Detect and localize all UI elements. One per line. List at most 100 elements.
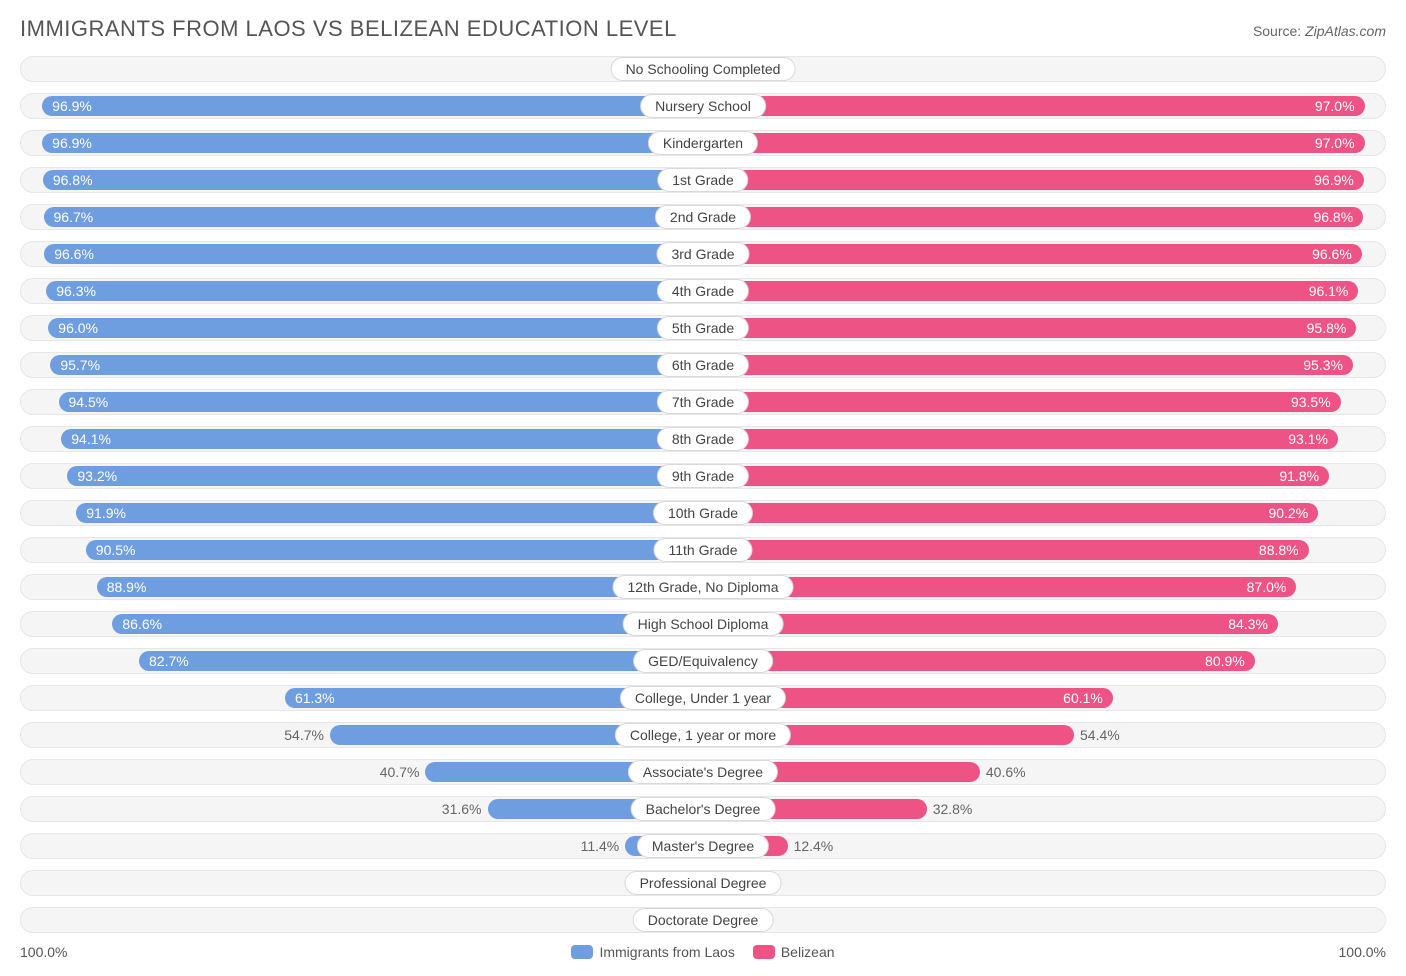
value-left: 96.7% <box>44 209 104 225</box>
bar-row: 96.0% 95.8%5th Grade <box>20 315 1386 341</box>
bar-row: 88.9%87.0%12th Grade, No Diploma <box>20 574 1386 600</box>
bar-left: 82.7% <box>139 651 703 671</box>
value-left: 94.5% <box>59 394 119 410</box>
bar-row: 3.1%3.0%No Schooling Completed <box>20 56 1386 82</box>
axis-left-end: 100.0% <box>20 944 67 960</box>
value-left: 61.3% <box>285 690 345 706</box>
value-left: 88.9% <box>97 579 157 595</box>
category-pill: 5th Grade <box>657 316 749 340</box>
bar-right: 91.8% <box>703 466 1329 486</box>
value-left: 96.9% <box>42 98 102 114</box>
source-name: ZipAtlas.com <box>1305 23 1386 39</box>
bar-left: 96.3% <box>46 281 703 301</box>
bar-row: 1.4%1.4%Doctorate Degree <box>20 907 1386 933</box>
value-right: 96.8% <box>1303 209 1363 225</box>
legend: Immigrants from Laos Belizean <box>571 944 834 960</box>
bar-right: 96.8% <box>703 207 1363 227</box>
value-right: 93.5% <box>1281 394 1341 410</box>
legend-item-left: Immigrants from Laos <box>571 944 734 960</box>
bar-row: 86.6% 84.3% High School Diploma <box>20 611 1386 637</box>
bar-row: 82.7%80.9%GED/Equivalency <box>20 648 1386 674</box>
bar-row: 11.4%12.4%Master's Degree <box>20 833 1386 859</box>
value-left: 96.6% <box>44 246 104 262</box>
bar-row: 96.9%97.0%Nursery School <box>20 93 1386 119</box>
value-left: 11.4% <box>575 838 626 854</box>
value-left: 93.2% <box>67 468 127 484</box>
bar-right: 80.9% <box>703 651 1255 671</box>
bar-row: 95.7% 95.3% 6th Grade <box>20 352 1386 378</box>
value-right: 91.8% <box>1269 468 1329 484</box>
bar-right: 95.3% <box>703 355 1353 375</box>
bar-row: 61.3% 60.1% College, Under 1 year <box>20 685 1386 711</box>
bar-right: 96.1% <box>703 281 1358 301</box>
bar-left: 96.9% <box>42 133 703 153</box>
bar-left: 86.6% <box>112 614 703 634</box>
bar-right: 93.1% <box>703 429 1338 449</box>
category-pill: 3rd Grade <box>656 242 749 266</box>
legend-swatch-right <box>753 945 775 959</box>
bar-left: 96.8% <box>43 170 703 190</box>
bar-left: 94.5% <box>59 392 703 412</box>
bar-row: 31.6%32.8%Bachelor's Degree <box>20 796 1386 822</box>
bar-right: 96.9% <box>703 170 1364 190</box>
bar-row: 96.9%97.0%Kindergarten <box>20 130 1386 156</box>
category-pill: Bachelor's Degree <box>631 797 776 821</box>
value-left: 40.7% <box>374 764 426 780</box>
bar-right: 95.8% <box>703 318 1356 338</box>
category-pill: High School Diploma <box>623 612 784 636</box>
source-label: Source: <box>1253 23 1305 39</box>
bar-right: 90.2% <box>703 503 1318 523</box>
category-pill: 6th Grade <box>657 353 749 377</box>
value-left: 82.7% <box>139 653 199 669</box>
category-pill: 10th Grade <box>653 501 753 525</box>
bar-row: 40.7% 40.6% Associate's Degree <box>20 759 1386 785</box>
chart-header: IMMIGRANTS FROM LAOS VS BELIZEAN EDUCATI… <box>20 16 1386 42</box>
bar-row: 93.2%91.8%9th Grade <box>20 463 1386 489</box>
value-right: 93.1% <box>1278 431 1338 447</box>
bar-right: 93.5% <box>703 392 1341 412</box>
bar-right: 84.3% <box>703 614 1278 634</box>
category-pill: Doctorate Degree <box>633 908 774 932</box>
value-right: 60.1% <box>1053 690 1113 706</box>
value-right: 96.6% <box>1302 246 1362 262</box>
legend-label-right: Belizean <box>781 944 835 960</box>
value-right: 90.2% <box>1258 505 1318 521</box>
category-pill: College, 1 year or more <box>615 723 791 747</box>
value-left: 94.1% <box>61 431 121 447</box>
category-pill: Associate's Degree <box>628 760 778 784</box>
legend-item-right: Belizean <box>753 944 835 960</box>
bar-row: 96.8% 96.9% 1st Grade <box>20 167 1386 193</box>
chart-source: Source: ZipAtlas.com <box>1253 23 1386 39</box>
bar-row: 96.6% 96.6% 3rd Grade <box>20 241 1386 267</box>
value-left: 90.5% <box>86 542 146 558</box>
bar-left: 96.9% <box>42 96 703 116</box>
value-right: 40.6% <box>980 764 1032 780</box>
value-right: 96.9% <box>1304 172 1364 188</box>
bar-row: 94.1% 93.1% 8th Grade <box>20 426 1386 452</box>
value-left: 96.3% <box>46 283 106 299</box>
value-left: 86.6% <box>112 616 172 632</box>
value-right: 87.0% <box>1237 579 1297 595</box>
value-left: 31.6% <box>436 801 488 817</box>
value-left: 96.0% <box>48 320 108 336</box>
category-pill: 7th Grade <box>657 390 749 414</box>
bar-left: 91.9% <box>76 503 703 523</box>
category-pill: 2nd Grade <box>655 205 751 229</box>
axis-right-end: 100.0% <box>1339 944 1386 960</box>
bar-row: 54.7%54.4%College, 1 year or more <box>20 722 1386 748</box>
bar-row: 90.5%88.8%11th Grade <box>20 537 1386 563</box>
category-pill: College, Under 1 year <box>620 686 786 710</box>
bar-left: 90.5% <box>86 540 703 560</box>
bar-row: 94.5% 93.5% 7th Grade <box>20 389 1386 415</box>
category-pill: 8th Grade <box>657 427 749 451</box>
value-left: 95.7% <box>50 357 110 373</box>
category-pill: No Schooling Completed <box>611 57 796 81</box>
bar-left: 94.1% <box>61 429 703 449</box>
legend-swatch-left <box>571 945 593 959</box>
bar-left: 95.7% <box>50 355 703 375</box>
value-right: 95.3% <box>1293 357 1353 373</box>
value-right: 84.3% <box>1218 616 1278 632</box>
chart-footer: 100.0% Immigrants from Laos Belizean 100… <box>20 944 1386 960</box>
chart-title: IMMIGRANTS FROM LAOS VS BELIZEAN EDUCATI… <box>20 16 677 42</box>
category-pill: 1st Grade <box>657 168 748 192</box>
